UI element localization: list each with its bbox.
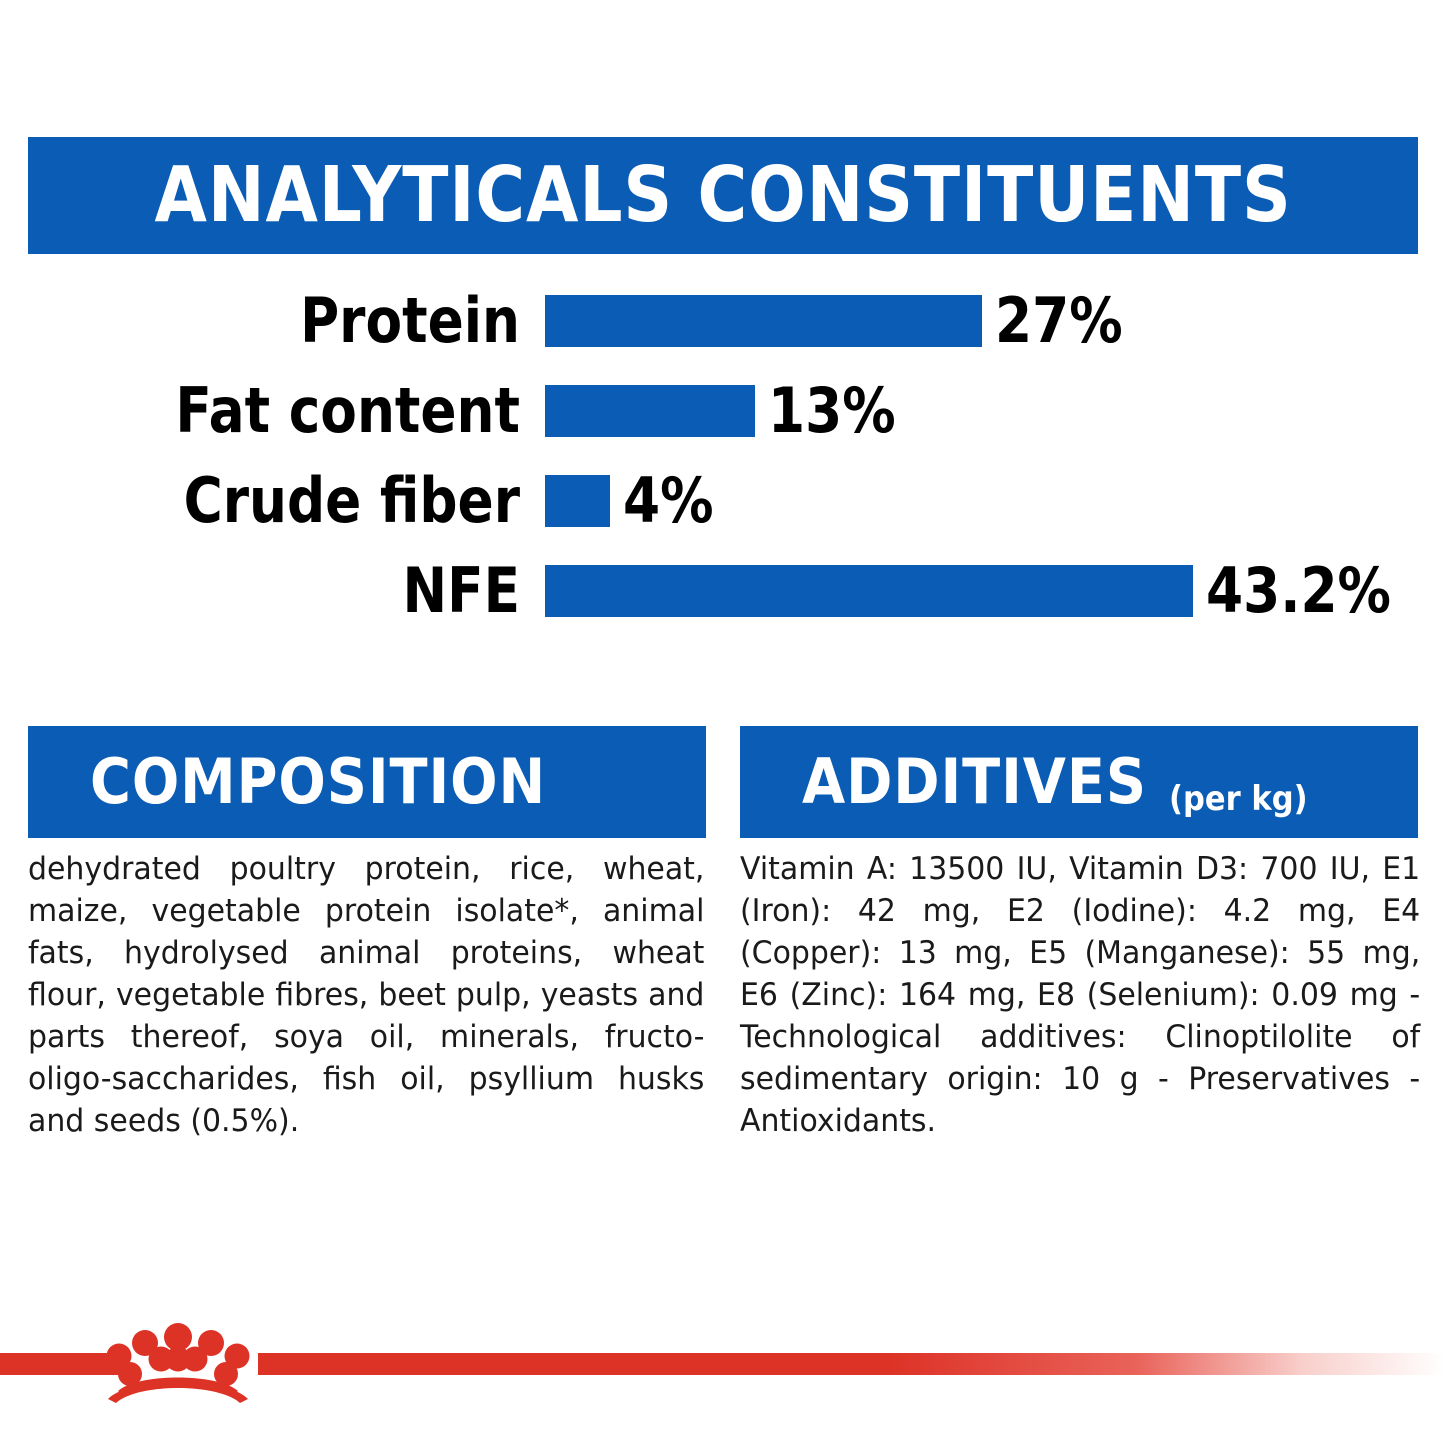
analyticals-bar-chart: Protein 27% Fat content 13% Crude fiber … [0, 283, 1445, 653]
bar-value-fat-content: 13% [768, 374, 896, 447]
additives-header-band: ADDITIVES (per kg) [740, 726, 1418, 838]
bar-fill-protein [545, 295, 982, 347]
bar-category-label: Protein [300, 284, 520, 357]
bar-fill-crude-fiber [545, 475, 610, 527]
additives-body-text: Vitamin A: 13500 IU, Vitamin D3: 700 IU,… [740, 851, 1421, 1139]
footer [0, 1323, 1445, 1403]
bar-fill-fat-content [545, 385, 755, 437]
composition-body-text: dehydrated poultry protein, rice, wheat,… [28, 851, 705, 1139]
bar-value-crude-fiber: 4% [623, 464, 714, 537]
bar-track [545, 295, 982, 347]
bar-track [545, 475, 610, 527]
bar-track [545, 565, 1193, 617]
analyticals-header-band: ANALYTICALS CONSTITUENTS [28, 137, 1418, 254]
bar-value-nfe: 43.2% [1206, 554, 1391, 627]
bar-fill-nfe [545, 565, 1193, 617]
chart-row-fat-content: Fat content 13% [0, 373, 1445, 463]
composition-title: COMPOSITION [90, 745, 547, 818]
bar-category-label: Fat content [175, 374, 521, 447]
additives-subtitle: (per kg) [1169, 779, 1308, 819]
chart-row-crude-fiber: Crude fiber 4% [0, 463, 1445, 553]
chart-row-protein: Protein 27% [0, 283, 1445, 373]
bar-category-label: Crude fiber [183, 464, 520, 537]
bar-value-protein: 27% [995, 284, 1123, 357]
footer-rule-left [0, 1353, 128, 1375]
page-title: ANALYTICALS CONSTITUENTS [154, 151, 1292, 240]
composition-header-band: COMPOSITION [28, 726, 706, 838]
bar-category-label: NFE [402, 554, 520, 627]
additives-title: ADDITIVES [802, 745, 1148, 818]
bar-track [545, 385, 755, 437]
royal-canin-crown-icon [106, 1323, 250, 1403]
footer-rule-right [258, 1353, 1445, 1375]
chart-row-nfe: NFE 43.2% [0, 553, 1445, 643]
